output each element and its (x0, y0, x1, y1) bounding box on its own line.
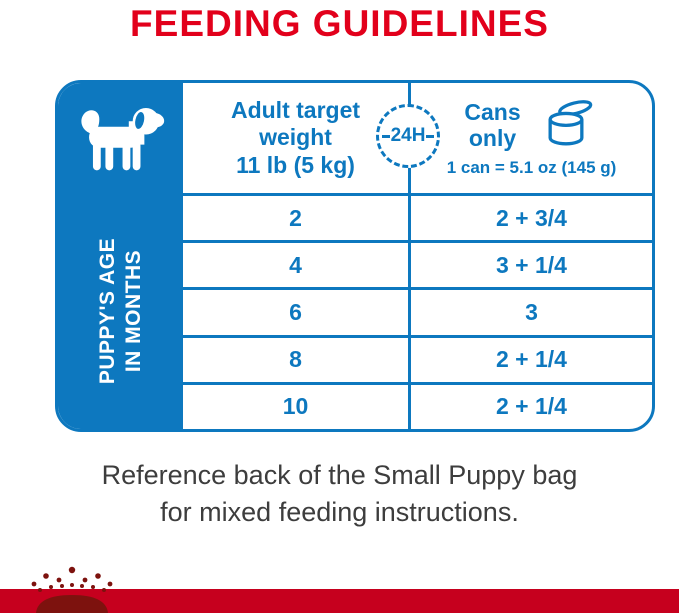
can-equivalence: 1 can = 5.1 oz (145 g) (446, 157, 617, 177)
age-axis-label-line1: PUPPY'S AGE (95, 237, 119, 385)
weight-header: Adult target weight 11 lb (5 kg) (183, 83, 408, 193)
24h-badge: 24H (376, 104, 440, 168)
cans-header-line1: Cans (464, 99, 521, 126)
red-band (0, 589, 679, 613)
table-body: 2 2 + 3/4 4 3 + 1/4 6 3 8 2 + 1/4 10 2 (183, 193, 652, 429)
puppy-icon (80, 108, 164, 171)
cans-header-top: Cans only (464, 99, 598, 153)
reference-note-line2: for mixed feeding instructions. (160, 497, 519, 528)
age-cell: 8 (289, 346, 302, 373)
weight-header-line3: 11 lb (5 kg) (236, 151, 355, 178)
table-row: 10 2 + 1/4 (183, 381, 652, 429)
age-axis-label-line2: IN MONTHS (121, 249, 145, 373)
puppy-icon-cell (58, 83, 183, 193)
age-cell: 10 (282, 393, 309, 420)
cans-cell-value: 3 + 1/4 (408, 243, 652, 288)
badge-dash-right (426, 134, 434, 138)
table-row: 8 2 + 1/4 (183, 334, 652, 382)
cans-cell-value: 3 (408, 290, 652, 335)
weight-header-line1: Adult target (230, 97, 361, 124)
age-cell: 6 (289, 299, 302, 325)
page-title: FEEDING GUIDELINES (130, 3, 549, 44)
cans-cell-value: 2 + 1/4 (408, 384, 652, 429)
table-row: 6 3 (183, 287, 652, 335)
cans-header: Cans only 1 can = 5.1 oz (145 g) (408, 83, 652, 193)
table-main: Adult target weight 11 lb (5 kg) Cans on… (183, 83, 652, 429)
cans-header-line2: only (468, 124, 517, 151)
reference-note: Reference back of the Small Puppy bag fo… (0, 457, 679, 532)
age-cell: 4 (289, 251, 302, 278)
table-header: Adult target weight 11 lb (5 kg) Cans on… (183, 83, 652, 193)
table-row: 4 3 + 1/4 (183, 240, 652, 288)
age-axis-column: PUPPY'S AGE IN MONTHS (58, 83, 183, 429)
reference-note-line1: Reference back of the Small Puppy bag (101, 460, 578, 490)
badge-dash-left (382, 134, 390, 138)
feeding-table: PUPPY'S AGE IN MONTHS Adult target weigh… (55, 80, 655, 432)
age-cell: 2 (289, 204, 302, 231)
age-axis-label: PUPPY'S AGE IN MONTHS (94, 238, 147, 384)
table-row: 2 2 + 3/4 (183, 196, 652, 241)
royal-canin-crown-logo (31, 566, 113, 613)
open-can-icon (548, 99, 592, 145)
weight-header-line2: weight (259, 124, 332, 151)
cans-cell-value: 2 + 1/4 (408, 337, 652, 382)
age-axis-label-cell: PUPPY'S AGE IN MONTHS (58, 193, 183, 429)
cans-header-label: Cans only (464, 99, 521, 151)
cans-cell-value: 2 + 3/4 (408, 196, 652, 241)
24h-badge-label: 24H (390, 125, 426, 146)
